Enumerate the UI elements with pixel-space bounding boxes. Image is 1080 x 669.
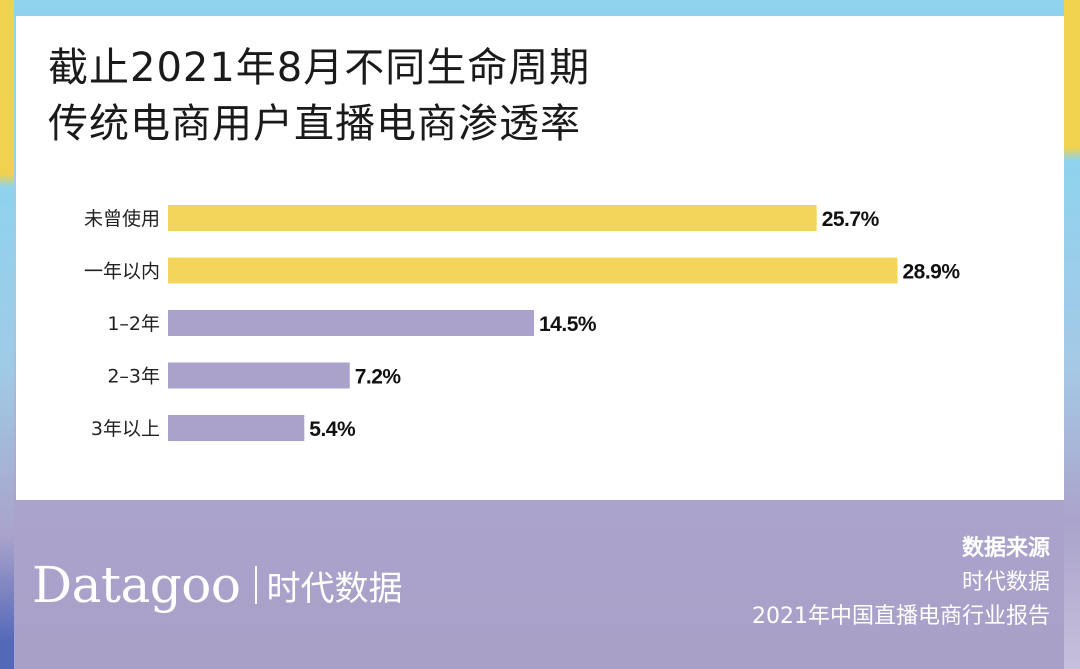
value-label: 14.5% <box>539 313 597 336</box>
brand-separator <box>254 566 257 604</box>
category-label: 2–3年 <box>107 366 160 388</box>
brand-logo: Datagoo 时代数据 <box>32 556 403 614</box>
chart-title: 截止2021年8月不同生命周期 传统电商用户直播电商渗透率 <box>48 40 590 152</box>
bar <box>168 415 305 441</box>
source-report: 2021年中国直播电商行业报告 <box>752 604 1050 629</box>
source-heading: 数据来源 <box>961 536 1050 561</box>
bar <box>168 205 817 231</box>
chart-title-line-1: 截止2021年8月不同生命周期 <box>48 45 591 91</box>
value-label: 25.7% <box>822 208 880 231</box>
category-label: 3年以上 <box>91 418 160 440</box>
left-color-strip <box>0 0 14 669</box>
brand-chinese-name: 时代数据 <box>266 568 403 609</box>
bar <box>168 310 534 336</box>
brand-logo-text: Datagoo <box>32 556 241 614</box>
value-label: 28.9% <box>902 261 960 284</box>
right-color-strip <box>1064 0 1080 669</box>
category-label: 未曾使用 <box>84 208 160 230</box>
value-label: 7.2% <box>355 366 402 389</box>
value-label: 5.4% <box>309 418 356 441</box>
bar <box>168 362 350 389</box>
category-label: 1–2年 <box>107 313 160 335</box>
chart-title-line-2: 传统电商用户直播电商渗透率 <box>48 101 581 147</box>
data-source: 数据来源 时代数据 2021年中国直播电商行业报告 <box>752 532 1050 634</box>
bar <box>168 257 898 284</box>
category-label: 一年以内 <box>84 261 160 283</box>
source-provider: 时代数据 <box>961 570 1050 595</box>
